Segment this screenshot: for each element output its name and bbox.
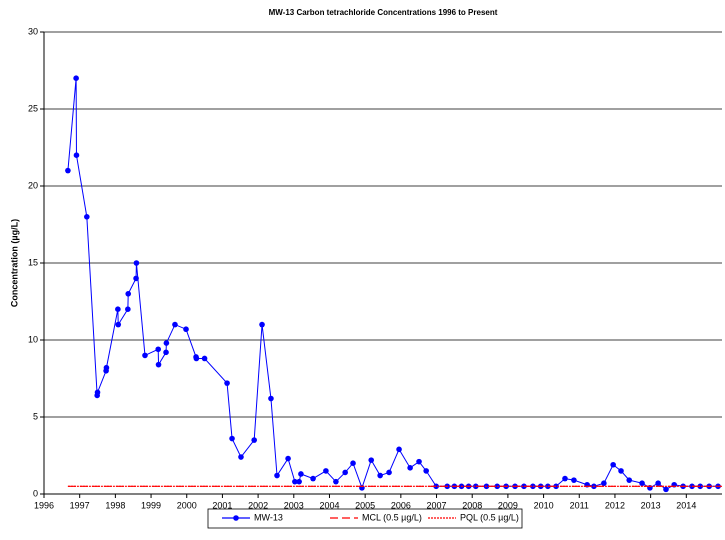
point xyxy=(133,260,140,266)
x-tick-label: 2009 xyxy=(498,500,518,510)
y-tick-label: 20 xyxy=(28,180,38,190)
legend-label: MW-13 xyxy=(254,512,283,522)
point xyxy=(416,458,422,465)
legend-box xyxy=(207,508,523,529)
point xyxy=(65,167,71,174)
point xyxy=(201,355,208,362)
point xyxy=(259,321,265,328)
point xyxy=(697,483,704,490)
point xyxy=(292,478,298,485)
x-tick-label: 2003 xyxy=(284,500,304,510)
point xyxy=(433,483,439,490)
point xyxy=(386,469,392,476)
point xyxy=(155,361,162,368)
point xyxy=(333,478,339,485)
point xyxy=(601,480,607,487)
x-tick-label: 2013 xyxy=(641,500,661,510)
legend-label: MCL (0.5 µg/L) xyxy=(362,512,422,522)
x-tick-label: 2002 xyxy=(248,500,268,510)
x-tick-label: 1996 xyxy=(34,500,54,510)
x-tick-label: 2007 xyxy=(427,500,447,510)
x-tick-label: 2000 xyxy=(177,500,197,510)
x-tick-label: 2010 xyxy=(534,500,554,510)
point xyxy=(342,469,348,476)
point xyxy=(571,477,577,483)
point xyxy=(125,306,131,313)
point xyxy=(115,306,121,313)
point xyxy=(142,352,148,359)
point xyxy=(133,275,139,282)
x-tick-label: 1998 xyxy=(105,500,125,510)
point xyxy=(472,483,479,490)
point xyxy=(298,471,304,477)
point xyxy=(115,321,122,328)
x-tick-label: 2014 xyxy=(676,500,696,510)
legend-label: PQL (0.5 µg/L) xyxy=(460,512,519,522)
y-tick-label: 10 xyxy=(28,334,38,344)
point xyxy=(94,389,101,396)
point xyxy=(183,326,189,333)
point xyxy=(155,346,161,353)
point xyxy=(562,475,568,482)
point xyxy=(125,291,132,297)
y-tick-label: 5 xyxy=(33,411,38,421)
point xyxy=(545,483,551,490)
y-tick-label: 0 xyxy=(33,488,38,498)
point xyxy=(73,152,80,158)
point xyxy=(626,477,633,483)
point xyxy=(407,465,413,471)
point xyxy=(350,460,356,467)
point xyxy=(274,472,280,479)
point xyxy=(103,364,110,371)
point xyxy=(84,214,90,220)
point xyxy=(610,461,616,468)
point xyxy=(224,380,230,386)
point xyxy=(639,480,645,487)
point xyxy=(268,395,274,402)
series-line xyxy=(67,78,719,490)
point xyxy=(377,472,383,479)
point xyxy=(73,75,79,81)
point xyxy=(368,457,375,463)
x-tick-label: 2005 xyxy=(355,500,375,510)
x-tick-label: 2006 xyxy=(391,500,411,510)
point xyxy=(530,483,536,490)
point xyxy=(163,340,170,346)
point xyxy=(553,483,559,490)
point xyxy=(296,478,302,485)
y-tick-label: 25 xyxy=(28,103,38,113)
point xyxy=(285,455,291,462)
point xyxy=(663,486,669,493)
point xyxy=(310,475,316,482)
x-tick-label: 2004 xyxy=(319,500,339,510)
y-tick-label: 30 xyxy=(28,26,38,36)
x-tick-label: 2008 xyxy=(462,500,482,510)
legend-marker xyxy=(233,515,239,521)
x-tick-label: 2011 xyxy=(570,500,589,510)
point xyxy=(618,468,624,474)
point xyxy=(193,355,200,362)
x-tick-label: 2001 xyxy=(212,500,232,510)
x-tick-label: 1999 xyxy=(141,500,161,510)
point xyxy=(163,349,169,356)
x-tick-label: 1997 xyxy=(70,500,90,510)
point xyxy=(396,446,402,453)
chart-title: MW-13 Carbon tetrachloride Concentration… xyxy=(269,8,498,17)
point xyxy=(423,468,429,474)
point xyxy=(229,435,235,442)
x-tick-label: 2012 xyxy=(605,500,625,510)
point xyxy=(323,468,329,474)
y-tick-label: 15 xyxy=(28,257,38,267)
point xyxy=(251,437,257,443)
point xyxy=(655,480,661,487)
point xyxy=(172,321,178,328)
point xyxy=(238,454,244,460)
y-axis-label: Concentration (µg/L) xyxy=(9,219,19,307)
